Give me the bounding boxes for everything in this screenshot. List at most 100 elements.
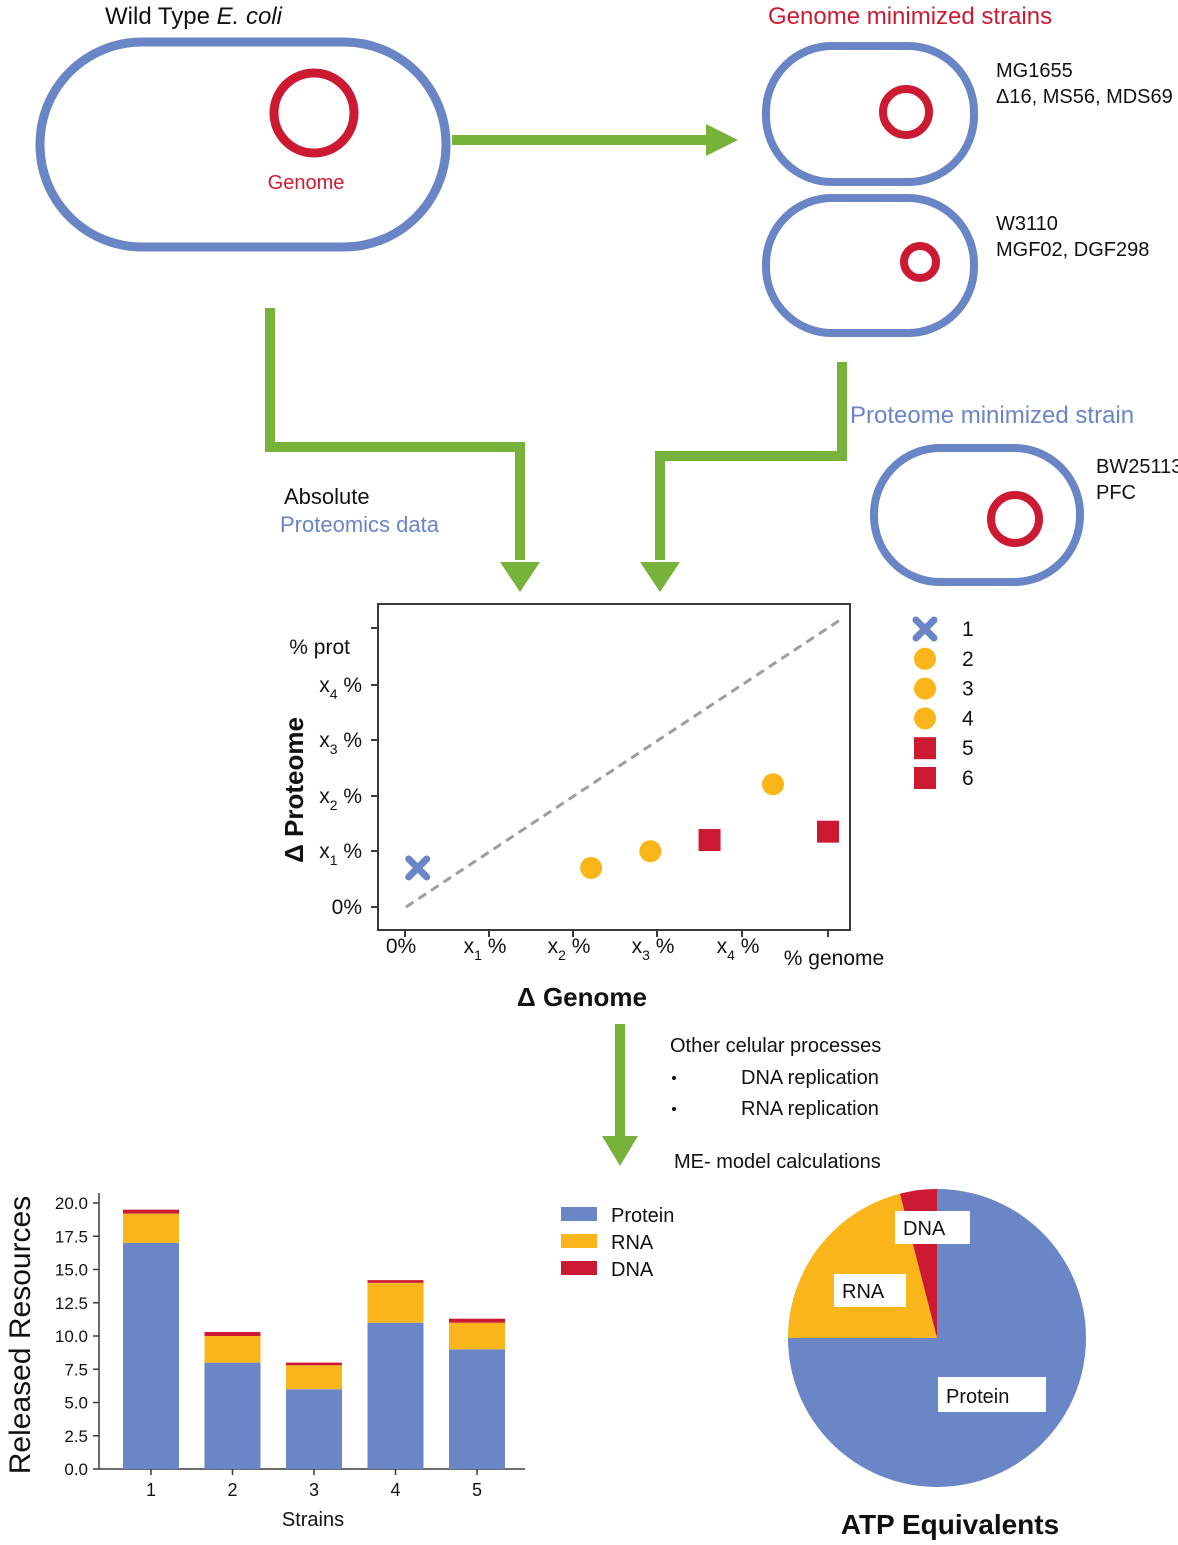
bar-x-tick-label: 5	[472, 1480, 482, 1500]
bar-labels: 1 2 3 4 5	[146, 1469, 482, 1500]
scatter-diagonal-line	[405, 618, 841, 909]
stacked-bar-chart: 0.0 2.5 5.0 7.5 10.0 12.5 15.0 17.5 20.0 1 2 3 4 5 R…	[4, 1193, 525, 1531]
bar-y-tick-label: 17.5	[55, 1227, 88, 1246]
bar-protein-1	[123, 1242, 179, 1469]
bar-x-axis-title: Strains	[282, 1509, 344, 1531]
arrow-head-right-elbow	[640, 562, 680, 592]
proteome-minimized-title: Proteome minimized strain	[850, 402, 1134, 429]
arrow-to-minimized	[452, 124, 738, 156]
bar-y-tick-label: 0.0	[64, 1460, 88, 1479]
bar-x-tick-label: 4	[390, 1480, 400, 1500]
pie-title: ATP Equivalents	[841, 1509, 1059, 1540]
bar-y-tick-label: 15.0	[55, 1261, 88, 1280]
scatter-y-tick-label: x2 %	[319, 785, 362, 813]
pie-label-rna: RNA	[842, 1281, 885, 1303]
legend-marker-1-stroke-b	[912, 616, 938, 642]
bar-protein-5	[449, 1349, 505, 1469]
bar-x-tick-label: 3	[309, 1480, 319, 1500]
cell-2-outline	[762, 194, 978, 337]
strain-group-1-line-1: MG1655	[996, 60, 1073, 82]
scatter-y-axis-title: Δ Proteome	[279, 717, 309, 863]
scatter-y-tick-label: 0%	[332, 896, 362, 919]
bar-dna-5	[449, 1318, 505, 1323]
bar-y-tick-label: 10.0	[55, 1327, 88, 1346]
legend-marker-3	[914, 677, 936, 700]
bar-legend-swatch-dna	[561, 1261, 597, 1275]
scatter-legend: 1 2 3 4 5 6	[912, 616, 974, 790]
pie-label-protein: Protein	[946, 1386, 1009, 1408]
proteomics-data-label: Proteomics data	[280, 512, 440, 537]
arrow-wildtype-to-scatter	[265, 308, 540, 592]
wild-type-cell-outline	[35, 37, 451, 252]
bar-legend-swatch-protein	[561, 1207, 597, 1221]
proteome-min-cell	[870, 444, 1084, 586]
bar-y-tick-label: 2.5	[64, 1427, 88, 1446]
scatter-point-6	[817, 820, 839, 843]
legend-marker-1	[912, 616, 938, 642]
bullet-2	[672, 1107, 676, 1111]
pie-label-box-dna	[895, 1211, 970, 1244]
pie-label-box-rna	[834, 1274, 906, 1307]
scatter-y-ticks: 0% x1 % x2 % x3 % x4 % % prot	[289, 627, 378, 919]
scatter-point-2	[580, 856, 603, 879]
cell-1-genome-ring	[879, 85, 933, 139]
scatter-x-tick-label: x3 %	[632, 935, 675, 963]
scatter-x-axis-title: Δ Genome	[517, 982, 647, 1012]
scatter-point-1-stroke-b	[405, 855, 431, 881]
legend-label-4: 4	[962, 707, 974, 730]
pie-label-dna: DNA	[903, 1218, 946, 1240]
scatter-y-tick-label: x4 %	[319, 674, 362, 702]
scatter-y-tick-label: x1 %	[319, 840, 362, 868]
process-bullet-2: RNA replication	[741, 1098, 879, 1120]
arrow-scatter-to-results	[602, 1024, 638, 1166]
bar-legend-label-rna: RNA	[611, 1232, 654, 1254]
wild-type-prefix: Wild Type	[105, 3, 217, 30]
bar-rna-1	[123, 1213, 179, 1243]
strain-group-3-line-1: BW25113	[1096, 456, 1178, 478]
bar-y-tick-label: 7.5	[64, 1360, 88, 1379]
scatter-point-3	[639, 840, 662, 863]
legend-marker-4	[914, 707, 936, 730]
scatter-y-tick-label: x3 %	[319, 729, 362, 757]
legend-label-5: 5	[962, 737, 974, 760]
bar-y-tick-label: 12.5	[55, 1294, 88, 1313]
arrow-minimized-to-scatter	[640, 362, 847, 592]
bar-legend-swatch-rna	[561, 1234, 597, 1248]
wild-type-species: E. coli	[217, 3, 283, 30]
scatter-y-tick-label: % prot	[289, 636, 350, 659]
genome-label: Genome	[268, 172, 345, 194]
bar-protein-2	[204, 1362, 261, 1469]
strain-group-3-line-2: PFC	[1096, 482, 1136, 504]
bar-rna-4	[367, 1282, 424, 1323]
bar-legend-label-dna: DNA	[611, 1259, 654, 1281]
scatter-x-tick-label: x4 %	[717, 935, 760, 963]
pie-label-box-protein	[938, 1377, 1046, 1412]
arrow-shaft-right-elbow	[655, 362, 847, 560]
bar-bars	[123, 1209, 505, 1469]
bar-rna-3	[286, 1365, 342, 1390]
scatter-frame	[377, 603, 851, 931]
bar-rna-5	[449, 1322, 505, 1350]
genome-min-cell-2	[762, 194, 978, 337]
cell-1-outline	[762, 42, 978, 186]
arrow-head-left-elbow	[500, 562, 540, 592]
strain-group-1-line-2: Δ16, MS56, MDS69	[996, 86, 1173, 108]
scatter-point-5	[698, 829, 721, 852]
absolute-label: Absolute	[284, 484, 370, 509]
me-model-label: ME- model calculations	[674, 1151, 881, 1173]
arrow-head-right	[706, 124, 738, 156]
bar-dna-4	[367, 1280, 424, 1283]
legend-label-3: 3	[962, 678, 974, 701]
bar-x-tick-label: 1	[146, 1480, 156, 1500]
scatter-x-tick-label: x1 %	[464, 935, 507, 963]
scatter-plot: 0% x1 % x2 % x3 % x4 % % prot 0% x1 % x2 % x3 % x…	[279, 603, 884, 1012]
scatter-point-4	[762, 773, 785, 796]
genome-min-cell-1	[762, 42, 978, 186]
pie-chart: Protein RNA DNA	[788, 1189, 1086, 1487]
scatter-points	[405, 773, 839, 881]
bar-protein-3	[286, 1389, 342, 1469]
scatter-point-1	[405, 855, 431, 881]
bar-y-axis-title: Released Resources	[4, 1196, 37, 1474]
bar-dna-2	[204, 1332, 261, 1336]
